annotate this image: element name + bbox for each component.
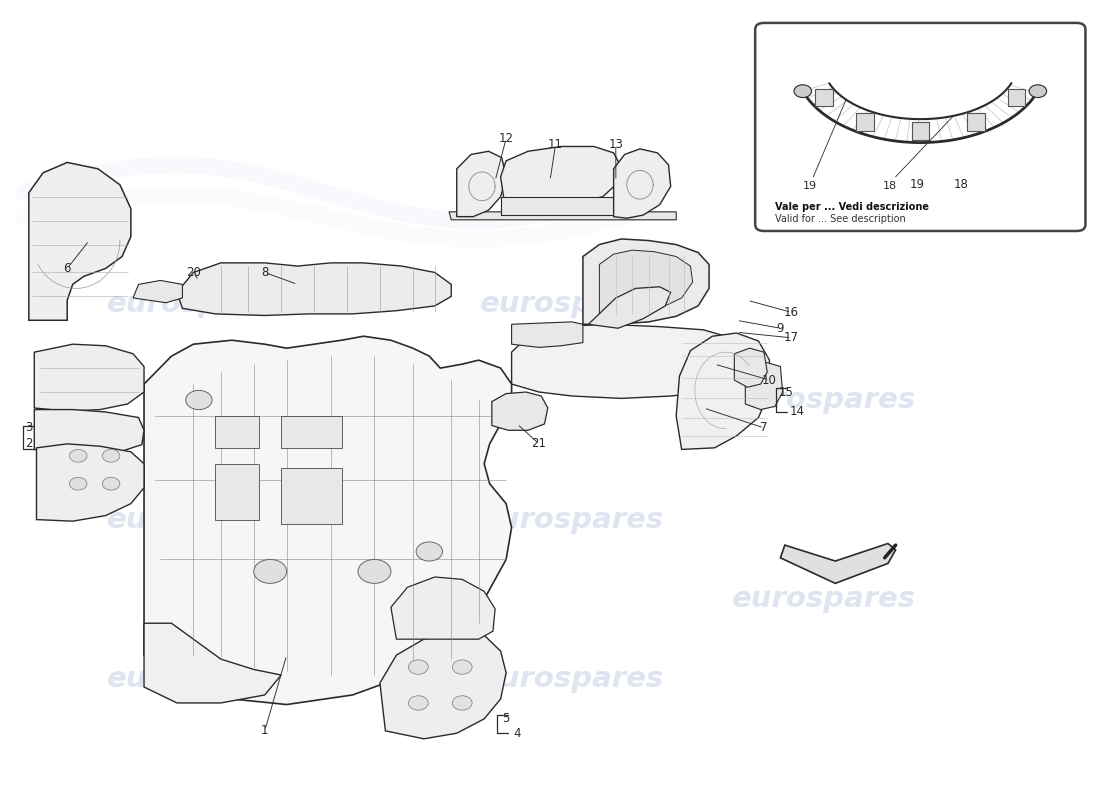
Circle shape bbox=[794, 85, 812, 98]
Bar bbox=[967, 113, 984, 130]
Circle shape bbox=[69, 478, 87, 490]
Circle shape bbox=[452, 696, 472, 710]
Circle shape bbox=[408, 696, 428, 710]
Polygon shape bbox=[600, 250, 693, 316]
Text: eurospares: eurospares bbox=[733, 586, 916, 614]
Polygon shape bbox=[390, 577, 495, 639]
Circle shape bbox=[186, 390, 212, 410]
Circle shape bbox=[102, 450, 120, 462]
Circle shape bbox=[408, 660, 428, 674]
Polygon shape bbox=[492, 392, 548, 430]
FancyBboxPatch shape bbox=[756, 23, 1086, 231]
Text: 19: 19 bbox=[803, 182, 817, 191]
Polygon shape bbox=[282, 416, 341, 448]
Text: eurospares: eurospares bbox=[480, 665, 664, 693]
Text: 2: 2 bbox=[25, 438, 33, 450]
Polygon shape bbox=[583, 239, 710, 324]
Text: Valid for ... See description: Valid for ... See description bbox=[774, 214, 905, 224]
Polygon shape bbox=[614, 149, 671, 218]
Bar bbox=[912, 122, 930, 140]
Text: eurospares: eurospares bbox=[107, 665, 292, 693]
Polygon shape bbox=[676, 333, 769, 450]
Text: eurospares: eurospares bbox=[107, 506, 292, 534]
Text: 16: 16 bbox=[784, 306, 799, 319]
Text: eurospares: eurospares bbox=[480, 506, 664, 534]
Polygon shape bbox=[379, 631, 506, 739]
Text: 9: 9 bbox=[777, 322, 784, 334]
Text: 7: 7 bbox=[760, 422, 768, 434]
Circle shape bbox=[102, 478, 120, 490]
Text: eurospares: eurospares bbox=[733, 386, 916, 414]
Polygon shape bbox=[500, 146, 621, 204]
Text: 10: 10 bbox=[762, 374, 777, 386]
Text: 19: 19 bbox=[910, 178, 925, 191]
Text: 12: 12 bbox=[498, 132, 514, 145]
Polygon shape bbox=[746, 362, 782, 410]
Polygon shape bbox=[216, 464, 260, 519]
Polygon shape bbox=[512, 324, 748, 398]
Circle shape bbox=[69, 450, 87, 462]
Polygon shape bbox=[216, 416, 260, 448]
Polygon shape bbox=[512, 322, 583, 347]
Text: 5: 5 bbox=[503, 712, 509, 726]
Text: 1: 1 bbox=[261, 724, 268, 738]
Polygon shape bbox=[29, 162, 131, 320]
Text: 3: 3 bbox=[25, 422, 33, 434]
Polygon shape bbox=[735, 348, 767, 387]
Polygon shape bbox=[780, 543, 895, 583]
Circle shape bbox=[416, 542, 442, 561]
Polygon shape bbox=[282, 468, 341, 523]
Text: 18: 18 bbox=[883, 182, 898, 191]
Text: 4: 4 bbox=[514, 726, 520, 740]
Polygon shape bbox=[456, 151, 506, 217]
Circle shape bbox=[1030, 85, 1046, 98]
Text: 11: 11 bbox=[548, 138, 563, 151]
Text: eurospares: eurospares bbox=[480, 290, 664, 318]
Polygon shape bbox=[34, 344, 144, 411]
Circle shape bbox=[254, 559, 287, 583]
Polygon shape bbox=[500, 197, 621, 215]
Text: 15: 15 bbox=[779, 386, 793, 398]
Text: 8: 8 bbox=[261, 266, 268, 279]
Text: 14: 14 bbox=[790, 406, 804, 418]
Text: 17: 17 bbox=[784, 331, 799, 344]
Text: 20: 20 bbox=[186, 266, 201, 279]
Text: Vale per ... Vedi descrizione: Vale per ... Vedi descrizione bbox=[774, 202, 928, 212]
Text: 13: 13 bbox=[608, 138, 624, 151]
Polygon shape bbox=[144, 336, 512, 705]
Polygon shape bbox=[449, 212, 676, 220]
Polygon shape bbox=[144, 623, 282, 703]
Circle shape bbox=[358, 559, 390, 583]
Bar bbox=[815, 89, 833, 106]
Polygon shape bbox=[34, 410, 144, 454]
Text: 18: 18 bbox=[954, 178, 969, 191]
Circle shape bbox=[452, 660, 472, 674]
Text: eurospares: eurospares bbox=[107, 290, 292, 318]
Polygon shape bbox=[177, 263, 451, 315]
Polygon shape bbox=[133, 281, 183, 302]
Bar bbox=[1008, 89, 1025, 106]
Bar bbox=[856, 113, 873, 130]
Polygon shape bbox=[588, 286, 671, 328]
Polygon shape bbox=[36, 444, 144, 521]
Text: 6: 6 bbox=[64, 262, 72, 275]
Text: 21: 21 bbox=[531, 438, 547, 450]
